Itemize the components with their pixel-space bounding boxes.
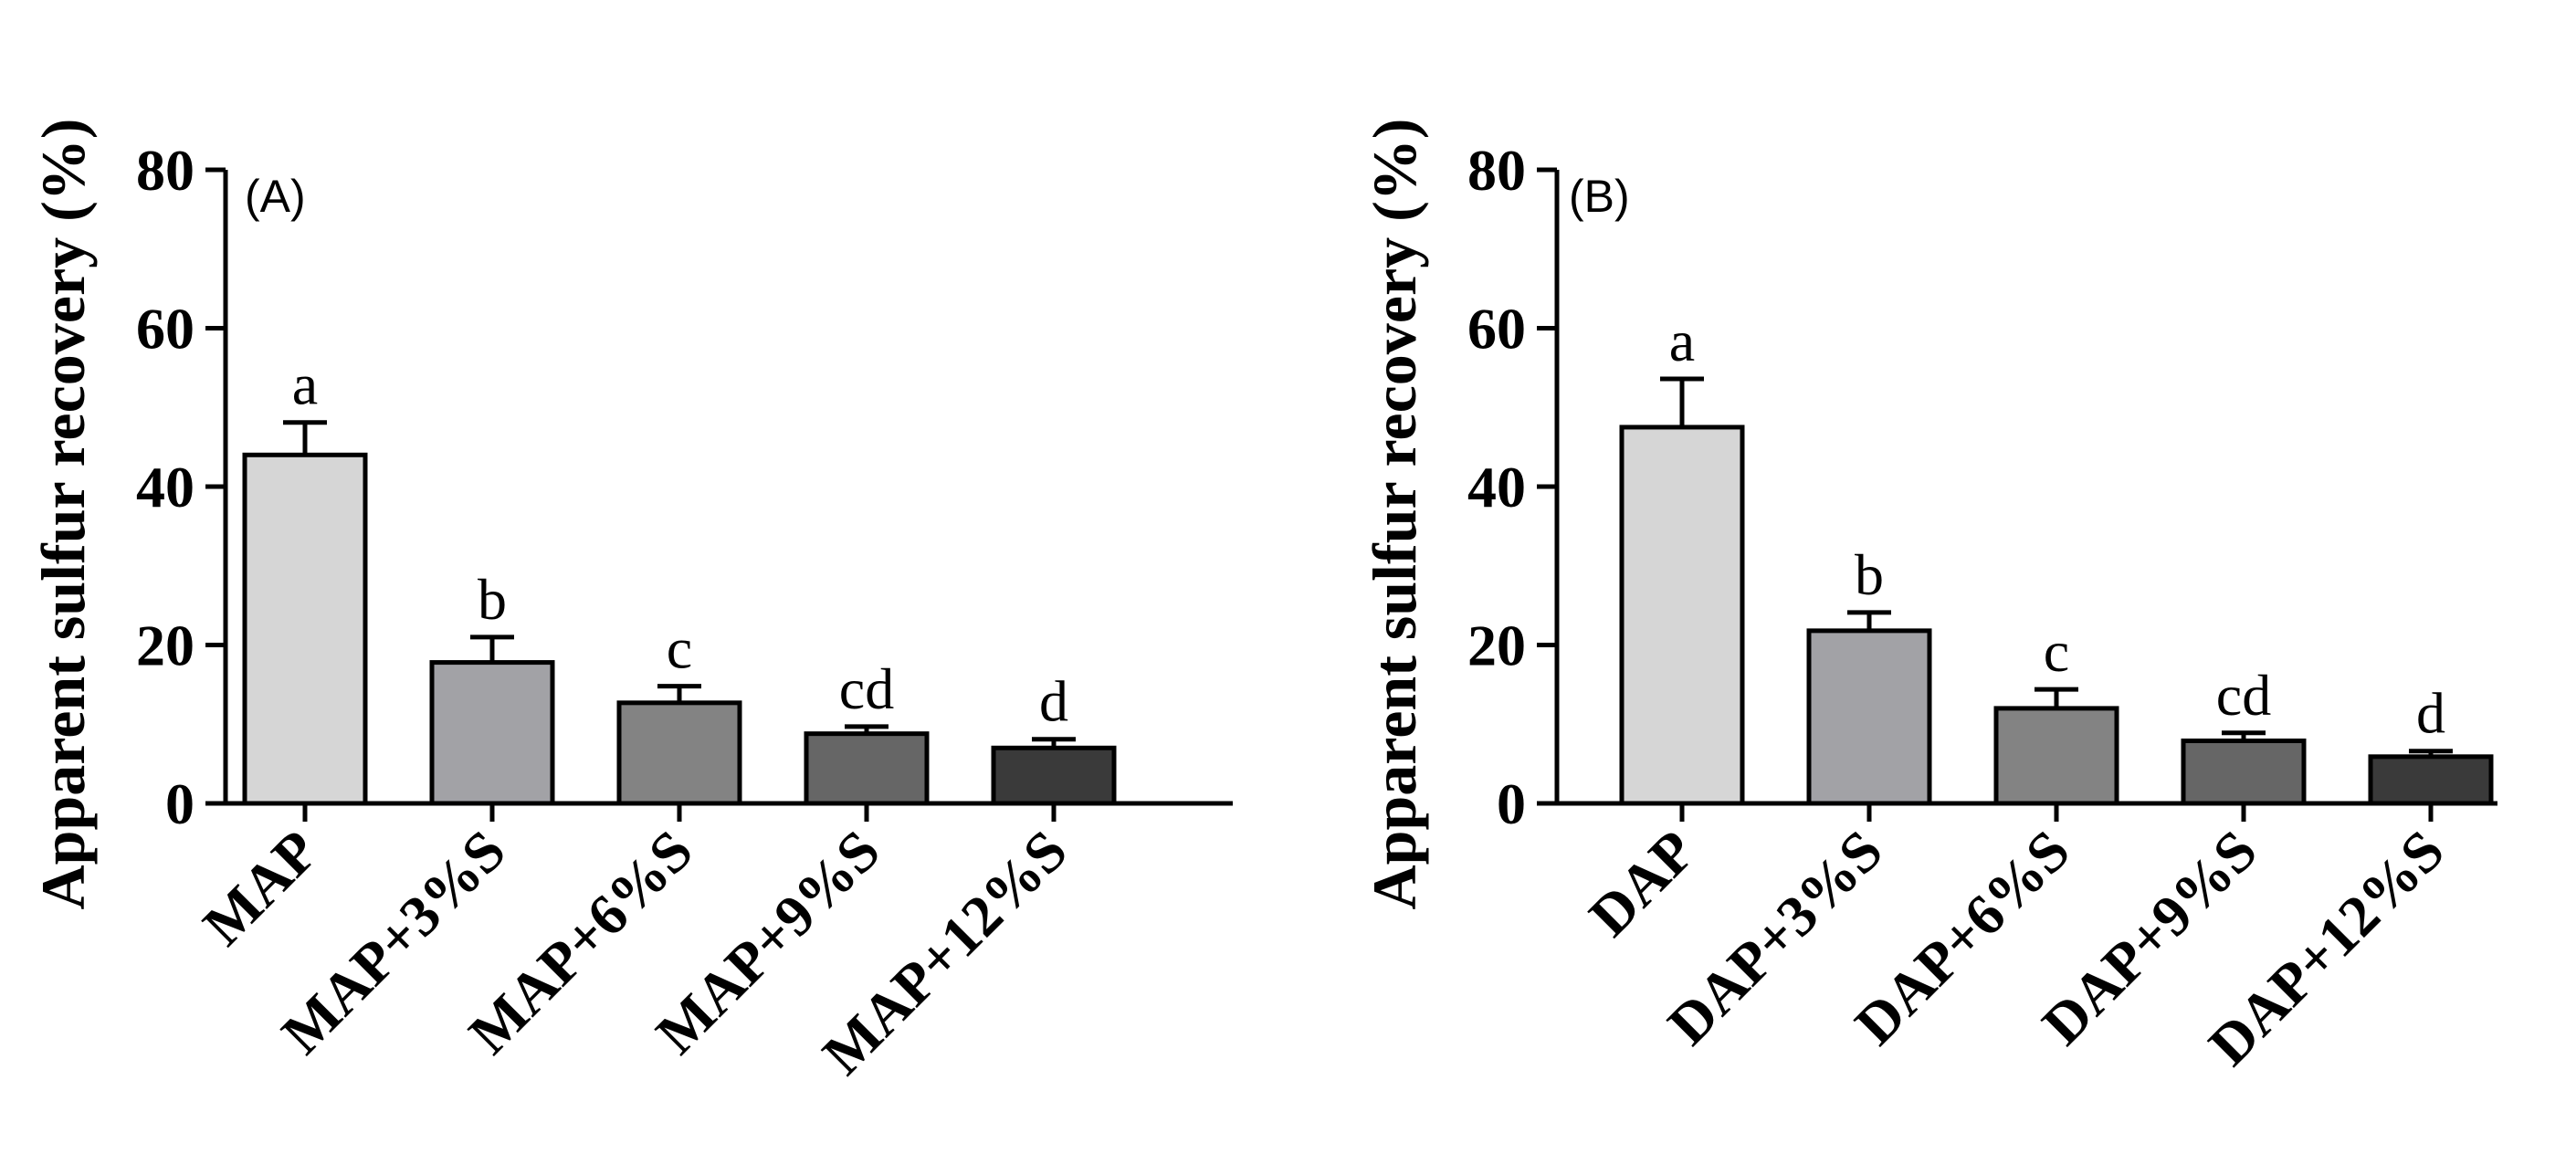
significance-label: d — [1039, 669, 1068, 734]
significance-label: d — [2416, 681, 2445, 746]
significance-label: c — [2044, 619, 2069, 684]
bar — [1619, 425, 1745, 806]
y-tick-label: 20 — [1467, 613, 1526, 678]
y-tick-label: 60 — [1467, 297, 1526, 362]
y-tick-label: 60 — [136, 297, 195, 362]
bar — [429, 660, 555, 806]
significance-label: cd — [2216, 663, 2271, 728]
bar — [1806, 628, 1932, 806]
y-tick-label: 0 — [165, 771, 195, 836]
bar — [2368, 754, 2494, 806]
y-tick-label: 20 — [136, 613, 195, 678]
significance-label: b — [478, 567, 507, 632]
category-label: MAP — [191, 818, 331, 958]
panel-label: (A) — [245, 171, 306, 222]
bar — [616, 700, 742, 806]
bar — [991, 745, 1117, 806]
y-tick-label: 40 — [136, 455, 195, 519]
y-tick-label: 0 — [1497, 771, 1526, 836]
significance-label: a — [1669, 309, 1695, 373]
y-tick-label: 80 — [1467, 138, 1526, 203]
bar — [804, 731, 930, 806]
panel-label: (B) — [1569, 171, 1630, 222]
bar — [242, 452, 368, 806]
y-tick-label: 80 — [136, 138, 195, 203]
bar — [2181, 738, 2307, 806]
y-tick-label: 40 — [1467, 455, 1526, 519]
panel-b: 0 20 40 60 80 Apparent sulfur recovery (%) (B)… — [1360, 119, 2497, 1077]
significance-label: c — [667, 616, 692, 681]
y-axis-title: Apparent sulfur recovery (%) — [1360, 119, 1429, 910]
significance-label: cd — [839, 656, 894, 721]
significance-label: b — [1855, 542, 1884, 607]
category-label: DAP — [1577, 818, 1708, 949]
significance-label: a — [292, 352, 318, 417]
bar — [1993, 706, 2119, 806]
y-axis-title: Apparent sulfur recovery (%) — [28, 119, 98, 910]
panel-a: 0 20 40 60 80 Apparent sulfur recovery (%) (A)… — [28, 119, 1233, 1086]
